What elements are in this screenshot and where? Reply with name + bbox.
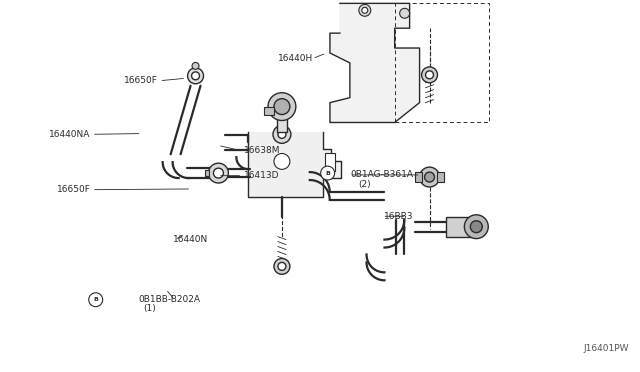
Circle shape	[470, 221, 483, 232]
Circle shape	[188, 68, 204, 84]
Bar	[264, 107, 274, 115]
Text: 16440N: 16440N	[173, 235, 209, 244]
Circle shape	[465, 215, 488, 238]
Bar	[447, 217, 476, 237]
Text: (1): (1)	[143, 304, 156, 314]
Polygon shape	[330, 3, 420, 122]
Circle shape	[399, 8, 410, 18]
Circle shape	[359, 4, 371, 16]
Text: 16413D: 16413D	[244, 171, 279, 180]
Circle shape	[214, 168, 223, 178]
Circle shape	[89, 293, 102, 307]
Circle shape	[362, 7, 368, 13]
Circle shape	[426, 71, 433, 79]
Circle shape	[274, 259, 290, 274]
Circle shape	[278, 131, 286, 138]
Text: B: B	[93, 297, 98, 302]
Text: B: B	[325, 171, 330, 176]
Circle shape	[274, 154, 290, 169]
Circle shape	[321, 166, 335, 180]
Text: 0B1AG-B361A: 0B1AG-B361A	[351, 170, 413, 179]
Circle shape	[273, 125, 291, 143]
Text: 16638M: 16638M	[244, 147, 280, 155]
Bar	[438, 172, 444, 182]
Circle shape	[274, 99, 290, 115]
Text: 16650F: 16650F	[57, 185, 91, 194]
Text: 16BB3: 16BB3	[384, 212, 413, 221]
Circle shape	[420, 167, 440, 187]
Text: (2): (2)	[358, 180, 371, 189]
Circle shape	[268, 93, 296, 121]
Bar	[205, 170, 209, 176]
Bar	[277, 115, 287, 132]
Text: 0B1BB-B202A: 0B1BB-B202A	[138, 295, 200, 304]
Circle shape	[278, 262, 286, 270]
Circle shape	[209, 163, 228, 183]
Bar	[325, 153, 335, 171]
Circle shape	[424, 172, 435, 182]
Circle shape	[191, 72, 200, 80]
Polygon shape	[248, 132, 341, 197]
Text: 16650F: 16650F	[124, 76, 157, 85]
Text: J16401PW: J16401PW	[583, 344, 628, 353]
Circle shape	[192, 62, 199, 69]
Text: 16440NA: 16440NA	[49, 130, 91, 139]
Circle shape	[422, 67, 438, 83]
Bar	[415, 172, 422, 182]
Text: 16440H: 16440H	[278, 54, 314, 63]
